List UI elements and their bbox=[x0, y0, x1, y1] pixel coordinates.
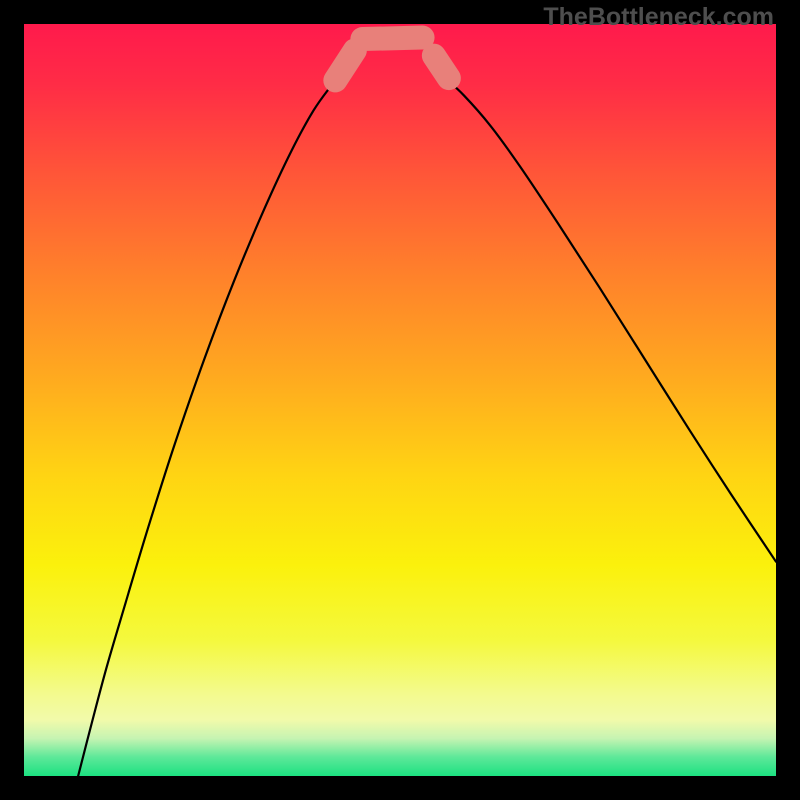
chart-frame: TheBottleneck.com bbox=[0, 0, 800, 800]
watermark-text: TheBottleneck.com bbox=[543, 3, 774, 32]
background-gradient bbox=[24, 24, 776, 776]
plot-area bbox=[24, 24, 776, 776]
